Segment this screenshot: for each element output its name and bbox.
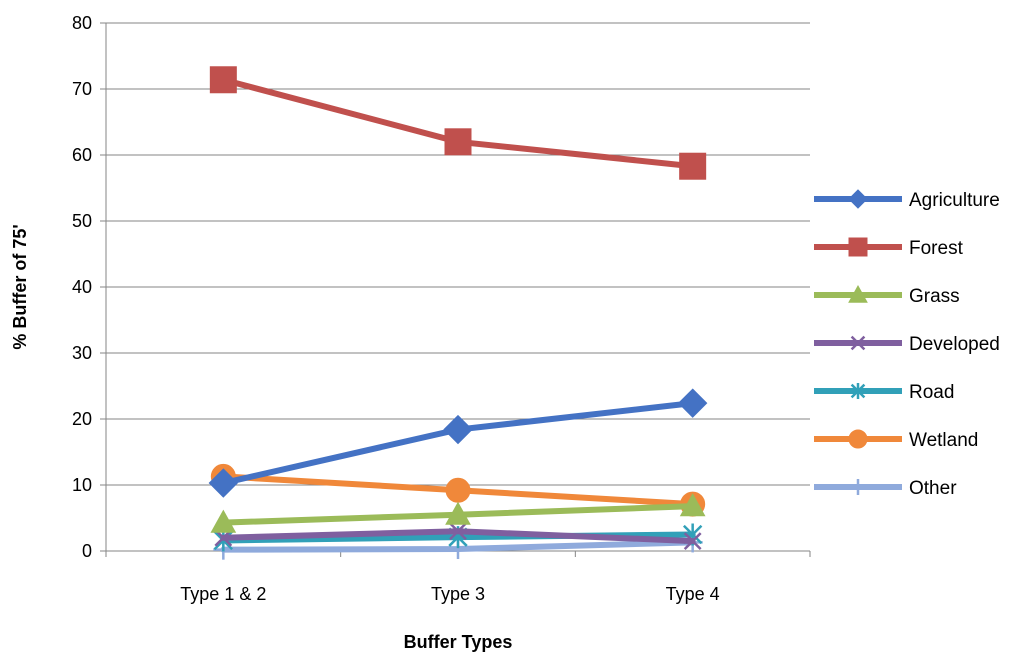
y-tick-label: 80 — [72, 13, 92, 33]
data-point-agriculture — [677, 388, 708, 418]
series-developed — [214, 522, 702, 550]
legend-label: Wetland — [909, 430, 978, 451]
legend-marker-grass — [848, 284, 868, 303]
series-layer — [208, 66, 708, 560]
legend-item-other: Other — [814, 478, 957, 499]
y-tick-label: 50 — [72, 211, 92, 231]
y-axis-tick-labels: 0 10 20 30 40 50 60 70 80 — [72, 13, 92, 561]
x-tick-label: Type 1 & 2 — [180, 584, 266, 604]
y-tick-label: 0 — [82, 541, 92, 561]
legend-item-grass: Grass — [814, 284, 960, 307]
data-point-wetland — [445, 477, 471, 503]
legend-label: Grass — [909, 286, 960, 307]
data-point-forest — [679, 152, 707, 180]
data-point-forest — [444, 128, 472, 156]
legend-item-developed: Developed — [814, 334, 1000, 355]
legend-marker-developed — [850, 335, 866, 351]
legend: Agriculture Forest Grass Developed Road Wetla… — [814, 189, 1000, 499]
y-tick-label: 30 — [72, 343, 92, 363]
data-point-grass — [445, 501, 471, 525]
legend-marker-forest — [848, 237, 868, 257]
legend-label: Agriculture — [909, 190, 1000, 211]
series-grass — [210, 493, 706, 533]
series-forest — [209, 66, 707, 180]
y-tick-label: 10 — [72, 475, 92, 495]
data-point-grass — [679, 493, 706, 517]
legend-marker-other — [850, 479, 866, 495]
legend-item-agriculture: Agriculture — [814, 189, 1000, 211]
x-tick-label: Type 4 — [666, 584, 720, 604]
y-tick-label: 40 — [72, 277, 92, 297]
legend-marker-agriculture — [848, 189, 868, 209]
legend-marker-wetland — [848, 429, 868, 449]
legend-label: Forest — [909, 238, 964, 259]
data-point-forest — [209, 66, 237, 94]
data-point-developed — [683, 532, 702, 550]
data-point-agriculture — [443, 414, 473, 445]
axes — [100, 22, 811, 557]
data-point-developed — [449, 522, 467, 541]
legend-marker-road — [850, 383, 866, 399]
legend-label: Road — [909, 382, 954, 403]
y-axis-title: % Buffer of 75' — [10, 224, 30, 349]
legend-label: Developed — [909, 334, 1000, 355]
legend-item-forest: Forest — [814, 237, 964, 259]
y-tick-label: 70 — [72, 79, 92, 99]
legend-item-road: Road — [814, 382, 954, 403]
x-axis-tick-labels: Type 1 & 2 Type 3 Type 4 — [180, 584, 719, 604]
data-point-grass — [210, 509, 237, 533]
series-agriculture — [208, 388, 708, 498]
data-point-agriculture — [208, 468, 239, 498]
legend-label: Other — [909, 478, 957, 499]
y-tick-label: 20 — [72, 409, 92, 429]
y-tick-label: 60 — [72, 145, 92, 165]
legend-item-wetland: Wetland — [814, 429, 978, 451]
x-tick-label: Type 3 — [431, 584, 485, 604]
x-axis-title: Buffer Types — [404, 632, 513, 652]
